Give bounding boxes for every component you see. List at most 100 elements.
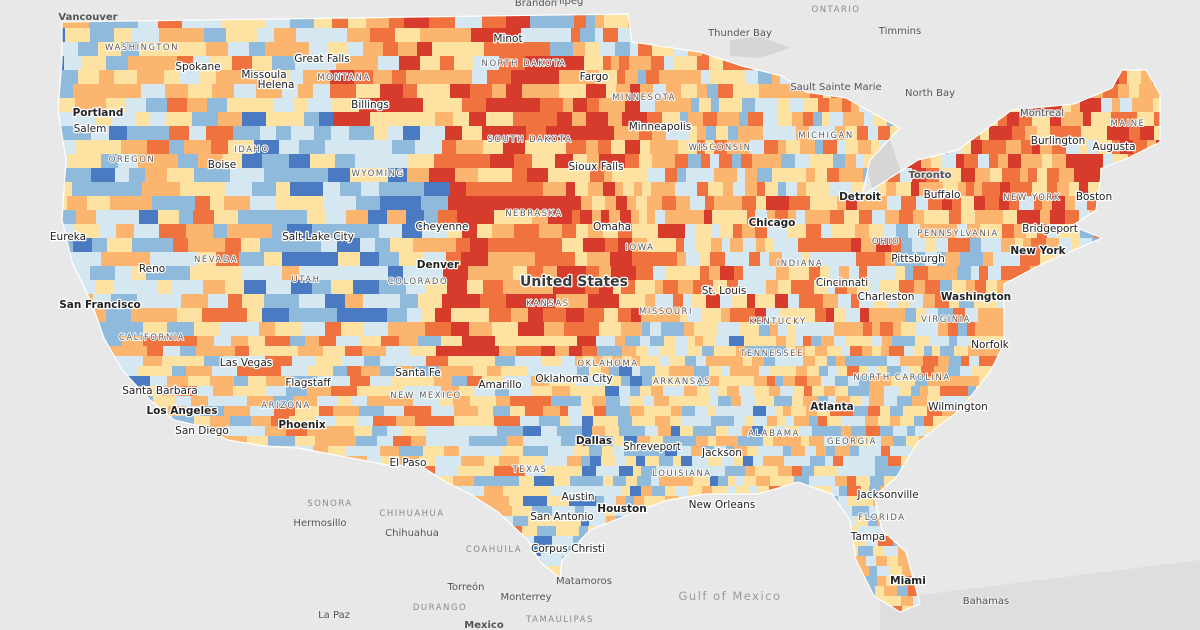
county-cell[interactable] — [742, 98, 756, 113]
county-cell[interactable] — [528, 486, 550, 497]
county-cell[interactable] — [904, 346, 914, 357]
county-cell[interactable] — [913, 210, 925, 225]
county-cell[interactable] — [632, 252, 643, 267]
county-cell[interactable] — [772, 70, 781, 85]
county-cell[interactable] — [135, 112, 150, 127]
county-cell[interactable] — [1127, 70, 1142, 85]
county-cell[interactable] — [203, 280, 226, 295]
county-cell[interactable] — [606, 396, 621, 407]
county-cell[interactable] — [522, 84, 538, 99]
county-cell[interactable] — [697, 56, 710, 71]
county-cell[interactable] — [683, 294, 692, 309]
county-cell[interactable] — [653, 84, 667, 99]
county-cell[interactable] — [1154, 112, 1170, 127]
county-cell[interactable] — [586, 112, 601, 127]
county-cell[interactable] — [799, 280, 815, 295]
county-cell[interactable] — [122, 336, 144, 347]
county-cell[interactable] — [262, 210, 286, 225]
county-cell[interactable] — [625, 154, 640, 169]
county-cell[interactable] — [630, 386, 641, 397]
county-cell[interactable] — [1032, 182, 1048, 197]
county-cell[interactable] — [616, 496, 627, 507]
county-cell[interactable] — [228, 140, 255, 155]
county-cell[interactable] — [577, 336, 586, 347]
county-cell[interactable] — [802, 466, 815, 477]
county-cell[interactable] — [149, 112, 167, 127]
county-cell[interactable] — [789, 266, 798, 281]
county-cell[interactable] — [459, 446, 484, 457]
county-cell[interactable] — [942, 266, 958, 281]
county-cell[interactable] — [263, 266, 283, 281]
county-cell[interactable] — [421, 308, 436, 323]
county-cell[interactable] — [631, 308, 642, 323]
county-cell[interactable] — [146, 266, 164, 281]
county-cell[interactable] — [619, 426, 631, 437]
county-cell[interactable] — [833, 456, 844, 467]
county-cell[interactable] — [697, 126, 707, 141]
county-cell[interactable] — [1019, 196, 1035, 211]
county-cell[interactable] — [316, 416, 336, 427]
county-cell[interactable] — [871, 140, 881, 155]
county-cell[interactable] — [758, 346, 772, 357]
county-cell[interactable] — [558, 466, 583, 477]
county-cell[interactable] — [686, 252, 701, 267]
county-cell[interactable] — [882, 308, 894, 323]
county-cell[interactable] — [76, 210, 97, 225]
county-cell[interactable] — [686, 140, 698, 155]
county-cell[interactable] — [763, 456, 774, 467]
county-cell[interactable] — [370, 28, 396, 43]
county-cell[interactable] — [429, 416, 455, 427]
county-cell[interactable] — [356, 436, 378, 447]
county-cell[interactable] — [843, 182, 852, 197]
county-cell[interactable] — [980, 224, 993, 239]
county-cell[interactable] — [866, 576, 878, 587]
county-cell[interactable] — [690, 466, 699, 477]
county-cell[interactable] — [499, 346, 517, 357]
county-cell[interactable] — [644, 396, 655, 407]
county-cell[interactable] — [806, 224, 822, 239]
county-cell[interactable] — [753, 406, 767, 417]
county-cell[interactable] — [1101, 98, 1113, 113]
county-cell[interactable] — [695, 406, 709, 417]
county-cell[interactable] — [938, 356, 950, 367]
county-cell[interactable] — [903, 376, 916, 387]
county-cell[interactable] — [379, 224, 403, 239]
county-cell[interactable] — [454, 406, 479, 417]
county-cell[interactable] — [345, 446, 362, 457]
county-cell[interactable] — [110, 196, 127, 211]
county-cell[interactable] — [677, 446, 692, 457]
county-cell[interactable] — [158, 210, 180, 225]
county-cell[interactable] — [792, 112, 804, 127]
county-cell[interactable] — [351, 140, 375, 155]
county-cell[interactable] — [954, 396, 967, 407]
county-cell[interactable] — [633, 294, 646, 309]
county-cell[interactable] — [851, 182, 865, 197]
county-cell[interactable] — [800, 140, 816, 155]
county-cell[interactable] — [696, 224, 712, 239]
county-cell[interactable] — [608, 112, 623, 127]
county-cell[interactable] — [172, 416, 195, 427]
county-cell[interactable] — [1010, 182, 1020, 197]
county-cell[interactable] — [132, 238, 149, 253]
county-cell[interactable] — [206, 238, 226, 253]
county-cell[interactable] — [442, 98, 463, 113]
county-cell[interactable] — [419, 456, 437, 467]
county-cell[interactable] — [695, 336, 704, 347]
county-cell[interactable] — [423, 446, 445, 457]
county-cell[interactable] — [116, 210, 140, 225]
county-cell[interactable] — [193, 56, 210, 71]
county-cell[interactable] — [688, 308, 702, 323]
county-cell[interactable] — [1009, 196, 1020, 211]
county-cell[interactable] — [940, 386, 956, 397]
county-cell[interactable] — [218, 112, 243, 127]
county-cell[interactable] — [857, 436, 873, 447]
county-cell[interactable] — [811, 336, 822, 347]
county-cell[interactable] — [395, 28, 421, 43]
county-cell[interactable] — [793, 168, 807, 183]
county-cell[interactable] — [486, 98, 506, 113]
county-cell[interactable] — [340, 182, 362, 197]
county-cell[interactable] — [75, 168, 92, 183]
county-cell[interactable] — [852, 536, 866, 547]
county-cell[interactable] — [755, 98, 768, 113]
